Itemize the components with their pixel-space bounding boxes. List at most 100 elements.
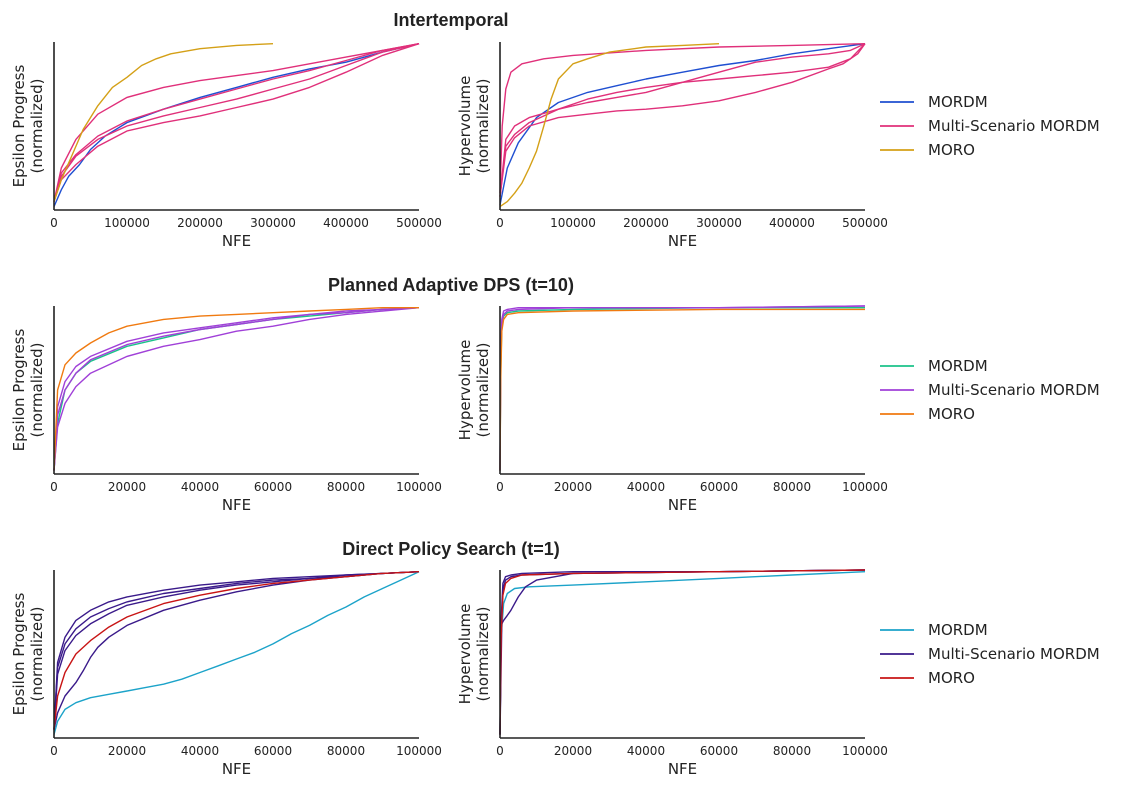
x-tick-label: 60000 [700,744,738,758]
series-line-2 [53,43,420,202]
legend-label: Multi-Scenario MORDM [928,381,1100,399]
series-line-6 [53,43,274,202]
series-line-2 [53,571,420,730]
x-tick-label: 0 [50,216,58,230]
x-tick-label: 200000 [623,216,669,230]
x-tick-label: 500000 [842,216,888,230]
series-line-5 [499,569,866,735]
x-tick-label: 100000 [550,216,596,230]
legend: MORDM Multi-Scenario MORDM MORO [880,357,1100,423]
legend: MORDM Multi-Scenario MORDM MORO [880,93,1100,159]
x-tick-label: 100000 [396,480,442,494]
y-axis-label: Epsilon Progress(normalized) [10,593,46,716]
series-line-5 [499,43,866,197]
y-axis-label: Epsilon Progress(normalized) [10,65,46,188]
series-line-4 [499,569,866,735]
legend-label: MORDM [928,621,988,639]
x-tick-label: 100000 [396,744,442,758]
series-line-4 [499,308,865,471]
x-tick-label: 60000 [700,480,738,494]
legend-label: Multi-Scenario MORDM [928,645,1100,663]
y-axis-label: Hypervolume(normalized) [456,76,492,177]
series-line-6 [499,43,720,208]
legend-label: Multi-Scenario MORDM [928,117,1100,135]
x-tick-label: 80000 [773,480,811,494]
series-line-1 [53,307,420,471]
panel-epsilon-progress: 0 20000 40000 60000 80000 100000 NFE Epsilon Pr… [10,570,442,778]
x-tick-label: 80000 [773,744,811,758]
x-tick-label: 200000 [177,216,223,230]
panel-epsilon-progress: 0 100000 200000 300000 400000 500000 NFE Epsilo… [10,42,442,250]
row-title: Direct Policy Search (t=1) [342,539,560,559]
panel-hypervolume: 0 20000 40000 60000 80000 100000 NFE Hypervolum… [456,569,888,778]
x-tick-label: 0 [496,744,504,758]
series-line-1 [499,571,866,735]
x-axis-label: NFE [222,496,251,514]
legend-label: MORO [928,141,975,159]
series-line-2 [499,305,866,471]
x-tick-label: 20000 [554,744,592,758]
series-line-5 [53,43,420,202]
series-line-1 [53,571,420,735]
x-axis-label: NFE [668,496,697,514]
series-line-4 [53,43,420,202]
row-1: Intertemporal 0 100000 200000 300000 400000 50… [10,10,1100,250]
x-tick-label: 40000 [181,480,219,494]
legend-label: MORDM [928,357,988,375]
series-line-4 [499,43,866,197]
x-tick-label: 80000 [327,744,365,758]
x-tick-label: 300000 [696,216,742,230]
x-tick-label: 0 [50,480,58,494]
x-tick-label: 20000 [554,480,592,494]
legend-label: MORDM [928,93,988,111]
x-tick-label: 20000 [108,480,146,494]
x-tick-label: 20000 [108,744,146,758]
series-line-1 [53,43,420,207]
x-tick-label: 100000 [842,744,888,758]
series-line-2 [53,307,420,471]
y-axis-label: Epsilon Progress(normalized) [10,329,46,452]
panel-hypervolume: 0 100000 200000 300000 400000 500000 NFE Hyperv… [456,42,888,250]
x-axis-label: NFE [668,760,697,778]
x-tick-label: 100000 [842,480,888,494]
row-2: Planned Adaptive DPS (t=10) 0 20000 40000 60… [10,275,1100,514]
series-line-3 [53,571,420,730]
series-line-1 [499,307,865,471]
y-axis-label: Hypervolume(normalized) [456,340,492,441]
series-line-3 [499,43,866,197]
x-tick-label: 80000 [327,480,365,494]
series-line-2 [499,43,866,194]
series-line-6 [53,571,420,730]
series-line-1 [499,43,866,206]
series-line-3 [499,569,866,735]
row-3: Direct Policy Search (t=1) 0 20000 40000 600… [10,539,1100,778]
x-tick-label: 40000 [627,480,665,494]
legend-label: MORO [928,405,975,423]
legend: MORDM Multi-Scenario MORDM MORO [880,621,1100,687]
series-line-5 [53,571,420,730]
y-axis-label: Hypervolume(normalized) [456,604,492,705]
x-axis-label: NFE [222,760,251,778]
series-line-3 [53,307,420,471]
row-title: Planned Adaptive DPS (t=10) [328,275,574,295]
x-tick-label: 60000 [254,480,292,494]
x-tick-label: 400000 [769,216,815,230]
x-axis-label: NFE [222,232,251,250]
panel-epsilon-progress: 0 20000 40000 60000 80000 100000 NFE Epsilon Pr… [10,306,442,514]
x-tick-label: 60000 [254,744,292,758]
series-line-3 [499,305,866,471]
x-tick-label: 300000 [250,216,296,230]
series-line-4 [53,307,420,471]
x-axis-label: NFE [668,232,697,250]
x-tick-label: 40000 [627,744,665,758]
x-tick-label: 0 [496,216,504,230]
legend-label: MORO [928,669,975,687]
series-line-4 [53,571,420,730]
x-tick-label: 40000 [181,744,219,758]
x-tick-label: 100000 [104,216,150,230]
series-line-5 [53,307,419,471]
x-tick-label: 0 [50,744,58,758]
x-tick-label: 500000 [396,216,442,230]
x-tick-label: 0 [496,480,504,494]
